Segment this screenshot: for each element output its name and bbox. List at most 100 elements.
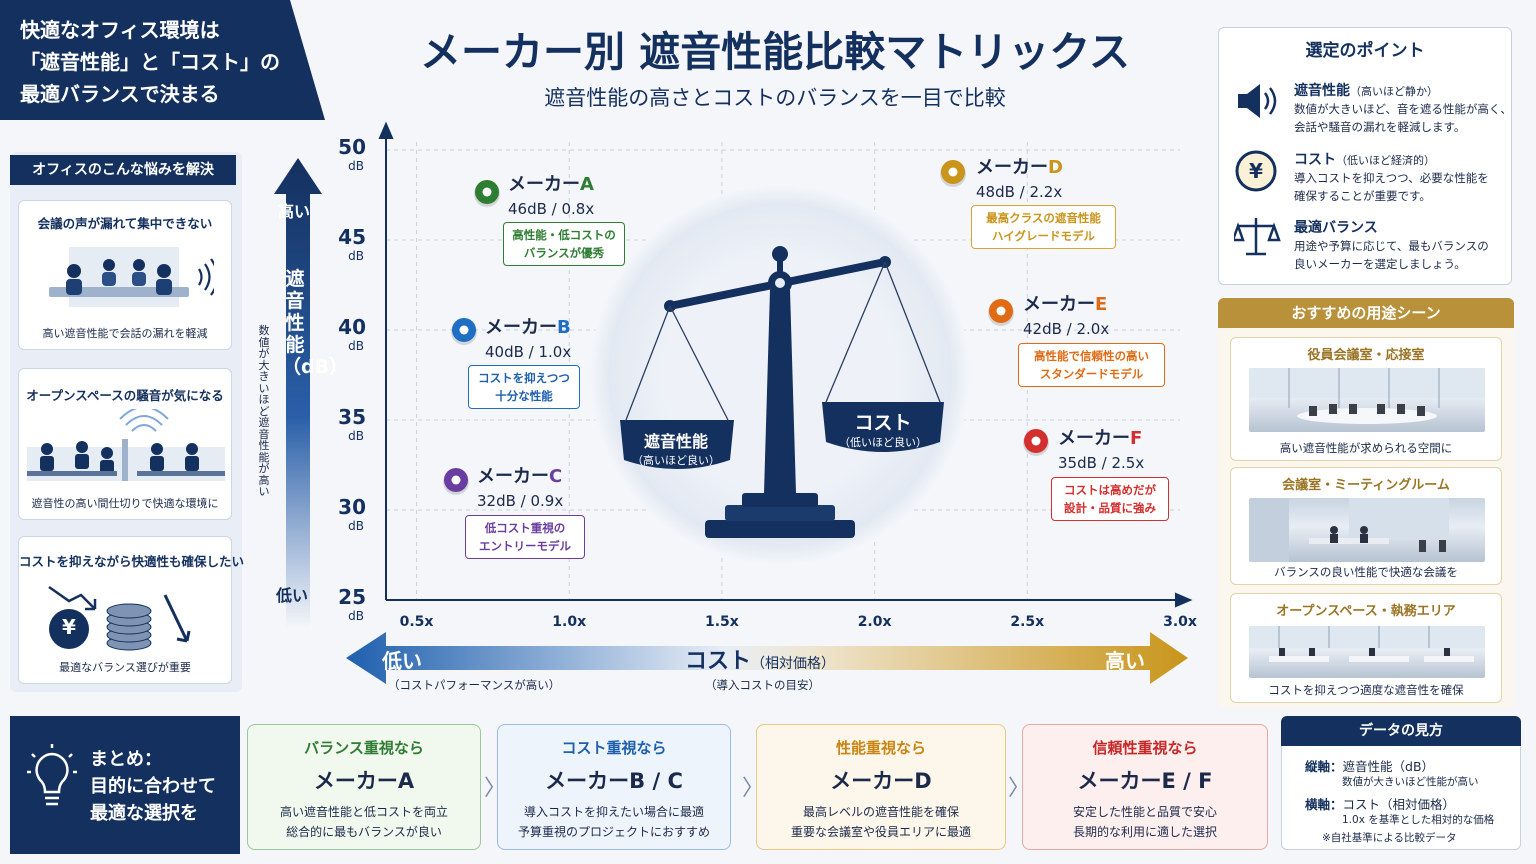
recommend-desc: 長期的な利用に適した選択 [1072, 825, 1217, 839]
problem-caption: 遮音性の高い間仕切りで快適な環境に [31, 497, 219, 510]
tag-line: 高性能・低コストの [512, 228, 616, 242]
y-tick-unit: dB [348, 519, 364, 533]
x-tick-label: 2.0x [858, 614, 892, 630]
scene-caption: 高い遮音性能が求められる空間に [1279, 441, 1453, 455]
x-tick-label: 2.5x [1010, 614, 1044, 630]
maker-e-tag: 高性能で信頼性の高い スタンダードモデル [1018, 343, 1165, 387]
boardroom-photo [1249, 368, 1485, 432]
guide-value: コスト（相対価格） [1342, 797, 1456, 812]
y-axis-high-label: 高い [278, 202, 311, 221]
speaker-icon [1238, 84, 1277, 118]
yen-symbol: ¥ [62, 615, 76, 639]
recommend-maker: メーカーB / C [545, 769, 683, 793]
recommend-maker: メーカーE / F [1077, 769, 1213, 793]
point-heading: 最適バランス [1294, 217, 1378, 237]
recommend-heading: 信頼性重視なら [1092, 739, 1198, 757]
x-tick-label: 1.5x [705, 614, 739, 630]
recommend-desc: 重要な会議室や役員エリアに最適 [790, 825, 971, 839]
maker-b-label: メーカーB 40dB / 1.0x [485, 313, 571, 361]
maker-letter: B [557, 317, 571, 338]
maker-value: 40dB / 1.0x [485, 343, 572, 361]
scale-sub-left: （高いほど良い） [632, 454, 720, 467]
tag-line: エントリーモデル [479, 539, 571, 553]
problems-heading: オフィスのこんな悩みを解決 [10, 155, 236, 185]
x-axis-low-sub: （コストパフォーマンスが高い） [388, 678, 561, 692]
problem-card-noise: オープンスペースの騒音が気になる 遮音性の高い間仕切りで快適な環境に [18, 368, 232, 520]
x-axis-title-sub: （導入コストの目安） [705, 678, 820, 692]
banner-line-1: 快適なオフィス環境は [20, 18, 220, 42]
maker-e-label: メーカーE 42dB / 2.0x [1023, 290, 1109, 338]
scene-title: 役員会議室・応接室 [1307, 348, 1425, 363]
maker-prefix: メーカー [508, 174, 580, 195]
problem-caption: 高い遮音性能で会話の漏れを軽減 [42, 327, 208, 340]
point-desc: 用途や予算に応じて、最もバランスの 良いメーカーを選定しましょう。 [1294, 237, 1489, 273]
tag-line: 設計・品質に強み [1064, 501, 1156, 515]
recommend-desc: 最高レベルの遮音性能を確保 [802, 805, 959, 819]
recommend-heading: コスト重視なら [561, 739, 667, 757]
scale-label-right: コスト [854, 412, 912, 434]
recommend-desc: 高い遮音性能と低コストを両立 [279, 805, 448, 819]
maker-prefix: メーカー [485, 317, 557, 338]
maker-f-tag: コストは高めだが 設計・品質に強み [1051, 477, 1169, 521]
recommend-desc: 総合的に最もバランスが良い [286, 825, 442, 839]
arrow-down-icon [163, 594, 189, 642]
summary-text: まとめ： 目的に合わせて 最適な選択を [90, 746, 216, 827]
guide-label: 縦軸： [1305, 759, 1343, 774]
recommend-maker: メーカーD [830, 769, 932, 793]
yen-coin-icon [49, 609, 89, 649]
y-axis-low-label: 低い [276, 586, 309, 605]
recommend-heading: 性能重視なら [835, 739, 926, 757]
x-tick-label: 3.0x [1163, 614, 1197, 630]
y-tick-label: 50 [338, 135, 366, 159]
desc-line: 会話や騒音の漏れを軽減します。 [1294, 120, 1466, 134]
data-guide-title: データの見方 [1281, 716, 1521, 746]
open-office-photo [1249, 626, 1485, 678]
scale-sub-right: （低いほど良い） [839, 436, 927, 449]
desc-line: 確保することが重要です。 [1294, 189, 1431, 203]
point-head-sub: （高いほど静か） [1350, 85, 1438, 98]
maker-value: 42dB / 2.0x [1023, 320, 1110, 338]
summary-banner [10, 716, 240, 854]
y-tick-label: 30 [338, 495, 366, 519]
scene-card-executive: 役員会議室・応接室 高い遮音性能が求められる空間に [1230, 337, 1502, 461]
y-tick-unit: dB [348, 159, 364, 173]
header-banner: 快適なオフィス環境は 「遮音性能」と「コスト」の 最適バランスで決まる [0, 0, 325, 120]
scene-caption: バランスの良い性能で快適な会議を [1274, 565, 1458, 579]
marker-a [474, 180, 500, 207]
scenes-heading: おすすめの用途シーン [1218, 298, 1514, 328]
page-title: メーカー別 遮音性能比較マトリックス [419, 28, 1131, 76]
horizontal-axis-guide: 横軸：コスト（相対価格） [1305, 794, 1455, 813]
x-axis-title: コスト（相対価格） [685, 643, 835, 675]
y-tick-label: 35 [338, 405, 366, 429]
recommend-card-performance: 性能重視なら メーカーD 最高レベルの遮音性能を確保 重要な会議室や役員エリアに… [756, 724, 1006, 850]
problem-title: コストを抑えながら快適性も確保したい [19, 554, 245, 569]
maker-d-tag: 最高クラスの遮音性能 ハイグレードモデル [971, 205, 1116, 249]
maker-d-label: メーカーD 48dB / 2.2x [976, 153, 1063, 201]
banner-line-2: 「遮音性能」と「コスト」の [20, 50, 280, 74]
recommend-card-reliability: 信頼性重視なら メーカーE / F 安定した性能と品質で安心 長期的な利用に適し… [1022, 724, 1268, 850]
sound-waves-icon [198, 258, 214, 296]
scale-icon [1234, 218, 1281, 256]
maker-a-label: メーカーA 46dB / 0.8x [508, 170, 594, 218]
x-axis-arrow [346, 632, 1188, 684]
meeting-illustration [49, 247, 214, 307]
recommend-heading: バランス重視なら [304, 739, 424, 757]
x-axis-title-text: コスト [685, 649, 752, 674]
trend-down-icon [48, 585, 96, 610]
x-axis-low-label: 低い [382, 649, 422, 673]
maker-prefix: メーカー [477, 466, 549, 487]
tag-line: コストは高めだが [1064, 483, 1156, 497]
maker-value: 48dB / 2.2x [976, 183, 1063, 201]
scene-card-open-space: オープンスペース・執務エリア コストを抑えつつ適度な遮音性を確保 [1230, 593, 1502, 703]
marker-d [940, 160, 966, 187]
maker-letter: C [549, 466, 563, 487]
horizontal-axis-note: 1.0x を基準とした相対的な価格 [1342, 814, 1495, 826]
guide-label: 横軸： [1305, 797, 1343, 812]
recommend-desc: 安定した性能と品質で安心 [1072, 805, 1217, 819]
scene-title: 会議室・ミーティングルーム [1282, 478, 1450, 493]
point-desc: 導入コストを抑えつつ、必要な性能を 確保することが重要です。 [1294, 169, 1489, 205]
data-footnote: ※自社基準による比較データ [1322, 832, 1457, 844]
y-tick-unit: dB [348, 249, 364, 263]
problem-title: オープンスペースの騒音が気になる [26, 388, 224, 403]
point-desc: 数値が大きいほど、音を遮る性能が高く、 会話や騒音の漏れを軽減します。 [1294, 100, 1512, 136]
